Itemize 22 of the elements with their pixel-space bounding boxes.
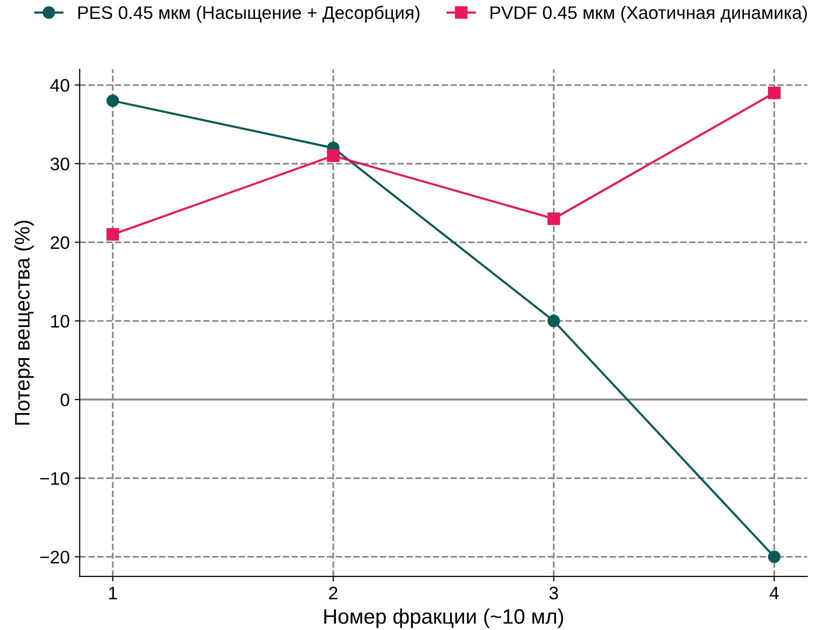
point xyxy=(768,550,780,564)
y-tick-label: 20 xyxy=(50,236,70,249)
y-tick-label: 0 xyxy=(60,393,70,406)
y-tick-label: −10 xyxy=(40,472,70,485)
y-tick-label: −20 xyxy=(40,550,70,564)
x-tick-label: 3 xyxy=(549,586,558,600)
legend-label: PVDF 0.45 мкм (Хаотичная динамика) xyxy=(490,6,807,23)
x-tick-label: 4 xyxy=(770,586,779,600)
point xyxy=(768,86,780,100)
x-tick-label: 2 xyxy=(329,586,338,600)
y-tick-label: 40 xyxy=(50,78,70,92)
y-tick-label: 10 xyxy=(51,314,70,328)
point xyxy=(326,150,340,162)
x-tick-label: 1 xyxy=(109,586,117,600)
point xyxy=(547,314,560,328)
y-tick-label: 30 xyxy=(50,158,70,170)
point xyxy=(106,228,119,241)
x-axis-title: Номер фракции (~10 мл) xyxy=(324,608,564,628)
point xyxy=(106,94,119,107)
y-axis-title: Потеря вещества (%) xyxy=(14,220,34,425)
point xyxy=(547,212,560,225)
legend-label: PES 0.45 мкм (Насыщение + Десорбция) xyxy=(78,6,420,23)
